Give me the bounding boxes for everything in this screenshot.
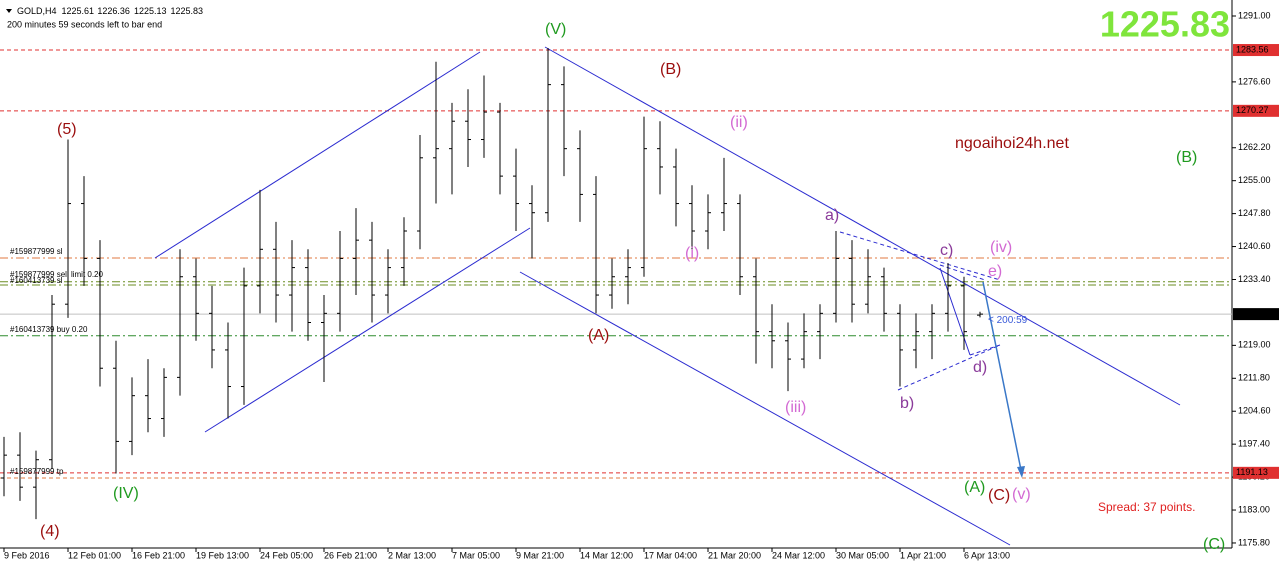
x-tick-label: 30 Mar 05:00 [836,550,889,560]
low: 1225.13 [134,6,167,16]
x-tick-label: 26 Feb 21:00 [324,550,377,560]
y-tick-label: 1233.40 [1238,274,1271,284]
channel-line [154,51,481,259]
order-label: #159877999 sl [10,247,63,256]
arrow-line [982,281,1022,471]
y-tick-label: 1276.60 [1238,76,1271,86]
y-tick-label: 1255.00 [1238,175,1271,185]
x-tick-label: 2 Mar 13:00 [388,550,436,560]
close: 1225.83 [170,6,203,16]
wave-label: d) [973,359,987,376]
price-tag [1233,104,1279,117]
y-tick-label: 1291.00 [1238,10,1271,20]
x-tick-label: 19 Feb 13:00 [196,550,249,560]
wave-label: (4) [40,523,60,540]
y-tick-label: 1204.60 [1238,406,1271,416]
menu-icon [6,9,12,13]
watermark: ngoaihoi24h.net [955,135,1069,152]
wave-label: (ii) [730,114,748,131]
wave-label: (IV) [113,485,139,502]
x-tick-label: 6 Apr 13:00 [964,550,1010,560]
y-tick-label: 1247.80 [1238,208,1271,218]
order-label: #159877999 tp [10,467,64,476]
spread: Spread: 37 points. [1098,500,1195,514]
open: 1225.61 [62,6,95,16]
x-tick-label: 24 Feb 05:00 [260,550,313,560]
wave-label: (C) [1203,536,1225,553]
y-tick-label: 1262.20 [1238,142,1271,152]
x-tick-label: 24 Mar 12:00 [772,550,825,560]
triangle-line [897,344,1001,391]
trend-lines [154,46,1181,546]
wave-label: (iii) [785,399,806,416]
x-tick-label: 1 Apr 21:00 [900,550,946,560]
price-tag-label: 1191.13 [1236,467,1268,477]
order-label: #160413739 buy 0.20 [10,325,88,334]
price-tag [1233,308,1279,321]
wave-label: (C) [988,487,1010,504]
price-tag-label: 1225.83 [1236,308,1269,318]
y-tick-label: 1211.80 [1238,373,1270,383]
price-tag [1233,466,1279,479]
wave-label: (v) [1012,486,1031,503]
wave-label: b) [900,395,914,412]
triangle-line [939,267,971,356]
current-price: 1225.83 [1100,4,1230,45]
channel-line [204,227,531,433]
price-tag-label: 1283.56 [1236,44,1269,54]
wave-label: e) [988,263,1002,280]
x-tick-label: 21 Mar 20:00 [708,550,761,560]
wave-label: (i) [685,245,699,262]
price-tag-label: 1270.27 [1236,105,1269,115]
wave-label: (5) [57,121,77,138]
arrow-head [1017,466,1025,478]
wave-label: (B) [1176,149,1197,166]
price-tag [1233,44,1279,57]
header: GOLD,H4 1225.61 1226.36 1225.13 1225.83 [17,6,203,16]
status: 200 minutes 59 seconds left to bar end [7,19,162,29]
wave-label: (A) [588,327,609,344]
high: 1226.36 [97,6,130,16]
x-tick-label: 9 Mar 21:00 [516,550,564,560]
y-tick-label: 1175.80 [1238,537,1270,547]
countdown: < 200:59 [988,315,1028,326]
wave-label: a) [825,207,839,224]
x-tick-label: 9 Feb 2016 [4,550,50,560]
wave-label: (V) [545,21,566,38]
y-tick-label: 1197.40 [1238,439,1270,449]
bars [1,48,983,520]
x-tick-label: 16 Feb 21:00 [132,550,185,560]
y-tick-label: 1219.00 [1238,340,1271,350]
x-tick-label: 7 Mar 05:00 [452,550,500,560]
y-tick-label: 1240.60 [1238,241,1271,251]
countdown-text: 200:59 [997,315,1028,326]
channel-line [544,46,1181,406]
y-tick-label: 1183.00 [1238,504,1270,514]
triangle-line [969,344,1001,356]
wave-label: (iv) [990,239,1012,256]
x-tick-label: 17 Mar 04:00 [644,550,697,560]
x-tick-label: 14 Mar 12:00 [580,550,633,560]
wave-label: c) [940,242,953,259]
order-label: #159877999 sell limit 0.20 [10,270,104,279]
levels [0,49,1232,479]
forecast-arrow [982,281,1025,478]
wave-label: (A) [964,479,985,496]
wave-label: (B) [660,61,681,78]
channel-line [519,271,1011,546]
x-tick-label: 12 Feb 01:00 [68,550,121,560]
symbol: GOLD,H4 [17,6,57,16]
order-label: #160413739 sl [10,276,63,285]
